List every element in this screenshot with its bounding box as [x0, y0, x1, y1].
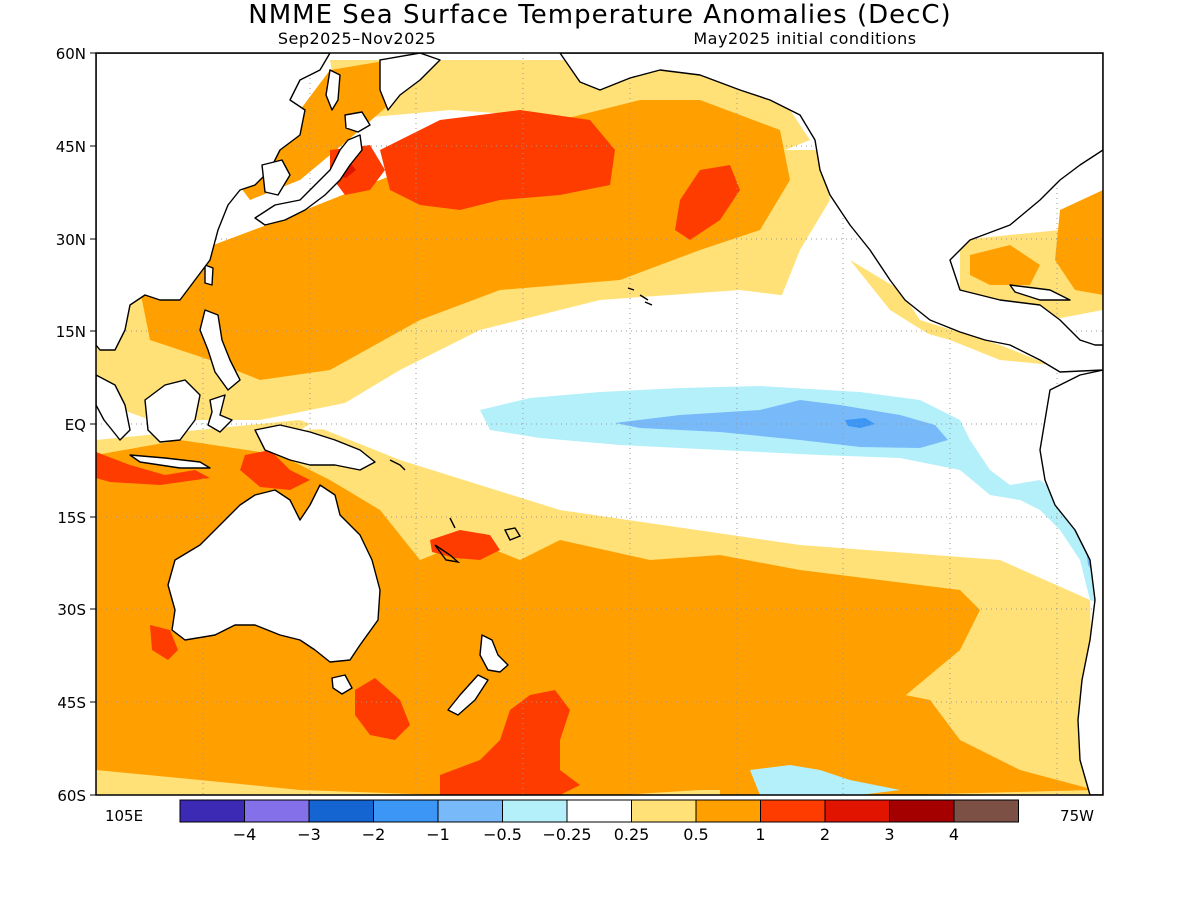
anomaly-band-neg-0-5-to-neg-0-25 [480, 386, 1103, 605]
hokkaido [344, 111, 371, 133]
lat-label: 45S [57, 694, 86, 712]
colorbar-swatch [373, 799, 439, 823]
colorbar-swatch [437, 799, 503, 823]
japan-main [254, 134, 363, 226]
land-outlines [96, 53, 1103, 795]
new-zealand-north [479, 634, 509, 673]
cuba [1009, 284, 1071, 301]
asia-mainland [96, 53, 331, 351]
colorbar-swatch [889, 799, 955, 823]
lat-label: 15S [57, 509, 86, 527]
colorbar-label: −3 [297, 825, 321, 844]
colorbar-label: 0.25 [614, 825, 650, 844]
lon-label-left: 105E [105, 807, 143, 825]
colorbar-label: −0.25 [542, 825, 591, 844]
australia-landmass [167, 484, 381, 663]
colorbar-label: 0.5 [683, 825, 708, 844]
borneo [144, 379, 201, 443]
korea [261, 159, 291, 196]
colorbar-label: 1 [755, 825, 765, 844]
colorbar-swatch [502, 799, 568, 823]
colorbar-swatch [566, 799, 632, 823]
tasmania [331, 674, 353, 695]
colorbar-label: 2 [820, 825, 830, 844]
colorbar-label: 3 [884, 825, 894, 844]
map-title: NMME Sea Surface Temperature Anomalies (… [248, 0, 951, 30]
solomon-islands [389, 459, 406, 471]
lat-label: 60N [56, 45, 86, 63]
colorbar-swatch [631, 799, 697, 823]
lon-label-right: 75W [1060, 807, 1094, 825]
sulawesi [207, 394, 233, 433]
map-subtitle-period: Sep2025–Nov2025 [278, 29, 436, 48]
philippines [199, 309, 241, 391]
colorbar-labels: −4 −3 −2 −1 −0.5 −0.25 0.25 0.5 1 2 3 4 [233, 825, 959, 844]
colorbar-swatch [244, 799, 310, 823]
colorbar-swatch [695, 799, 761, 823]
lat-label: 60S [57, 787, 86, 805]
alaska-and-north-america [559, 53, 1103, 373]
colorbar-label: −2 [362, 825, 386, 844]
colorbar-label: −0.5 [483, 825, 522, 844]
colorbar-label: 4 [949, 825, 959, 844]
new-guinea [254, 424, 376, 471]
taiwan [204, 264, 214, 286]
colorbar-label: −1 [426, 825, 450, 844]
lat-label: 30S [57, 601, 86, 619]
colorbar-swatch [824, 799, 890, 823]
anomaly-band-neg-0-5-south [750, 765, 900, 795]
new-zealand-south [447, 674, 489, 716]
colorbar-label: −4 [233, 825, 257, 844]
pacific-islands [389, 287, 653, 564]
lat-label: 45N [56, 138, 86, 156]
lat-label: 15N [56, 323, 86, 341]
java [129, 454, 211, 469]
anomaly-band-1-to-2 [96, 110, 740, 795]
colorbar-swatch [760, 799, 826, 823]
latitude-ticks [90, 52, 96, 796]
hawaii-islands [627, 287, 653, 306]
colorbar-swatch [179, 799, 245, 823]
anomaly-band-neg-2-to-neg-1 [845, 418, 875, 428]
map-subtitle-initial-conditions: May2025 initial conditions [693, 29, 916, 48]
vanuatu [449, 517, 456, 529]
colorbar-swatch [953, 799, 1019, 823]
kamchatka [379, 53, 441, 111]
colorbar [179, 799, 1019, 823]
latitude-labels: 60N 45N 30N 15N EQ 15S 30S 45S 60S [56, 45, 86, 805]
anomaly-field [96, 53, 1103, 795]
colorbar-swatch [308, 799, 374, 823]
fiji-islands [503, 527, 522, 541]
lat-label: EQ [65, 416, 86, 434]
sumatra [96, 374, 131, 441]
lat-label: 30N [56, 231, 86, 249]
south-america [1039, 369, 1103, 795]
new-caledonia [434, 544, 461, 564]
sakhalin [325, 69, 341, 111]
